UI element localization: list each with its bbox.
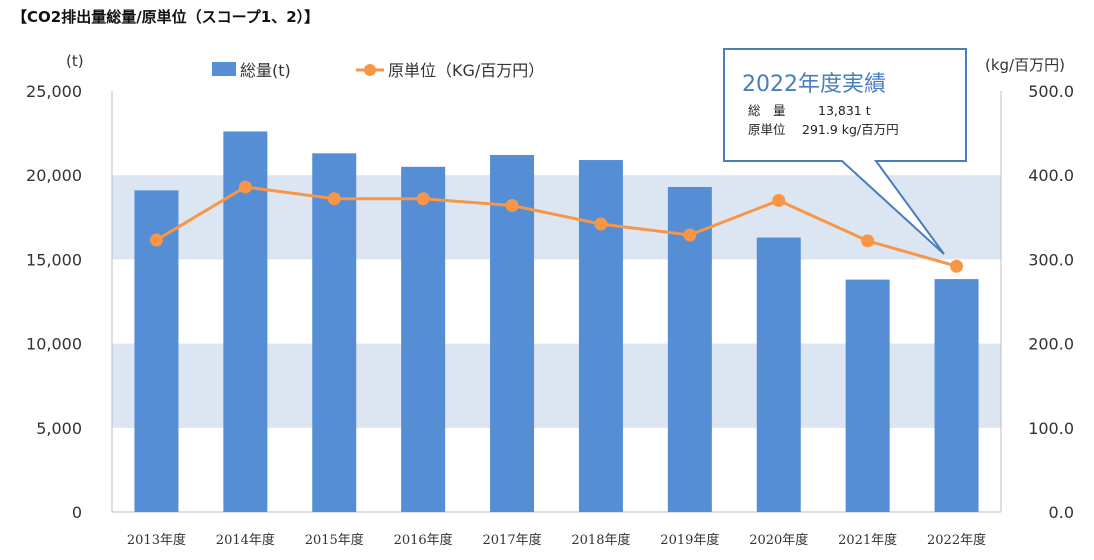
left-tick-5: 25,000 [26, 82, 82, 101]
callout-row2-value: 291.9 kg/百万円 [802, 122, 899, 137]
chart-title: 【CO2排出量総量/原単位（スコープ1、2）】 [12, 8, 319, 26]
right-tick-0: 0.0 [1049, 503, 1074, 522]
left-tick-1: 5,000 [36, 419, 82, 438]
bar-2020年度 [756, 237, 801, 512]
bar-2015年度 [312, 153, 357, 513]
left-axis-unit: (t) [66, 52, 84, 70]
legend-bar-label: 総量(t) [240, 61, 291, 80]
bar-2018年度 [578, 160, 623, 512]
x-tick-0: 2013年度 [127, 532, 186, 548]
right-tick-2: 200.0 [1028, 335, 1074, 354]
x-tick-4: 2017年度 [483, 532, 542, 548]
point-2019年度 [683, 228, 697, 242]
callout-row1-label: 総 量 [748, 103, 786, 118]
x-tick-7: 2020年度 [749, 532, 808, 548]
right-tick-4: 400.0 [1028, 166, 1074, 185]
callout-row1-value: 13,831 t [818, 103, 871, 118]
left-tick-0: 0 [72, 503, 82, 522]
x-tick-3: 2016年度 [394, 532, 453, 548]
point-2018年度 [594, 217, 608, 231]
legend-line-label: 原単位（KG/百万円） [388, 61, 544, 80]
right-tick-3: 300.0 [1028, 250, 1074, 269]
bar-2021年度 [845, 279, 890, 512]
x-tick-2: 2015年度 [305, 532, 364, 548]
point-2016年度 [416, 192, 430, 206]
right-tick-1: 100.0 [1028, 419, 1074, 438]
left-tick-4: 20,000 [26, 166, 82, 185]
bar-2016年度 [401, 166, 446, 512]
intensity-line [155, 185, 957, 268]
right-axis-unit: (kg/百万円) [985, 56, 1065, 74]
x-tick-1: 2014年度 [216, 532, 275, 548]
x-tick-9: 2022年度 [927, 532, 986, 548]
point-2015年度 [327, 192, 341, 206]
point-2020年度 [772, 193, 786, 207]
bar-series [134, 131, 979, 513]
tick-labels: 0 5,000 10,000 15,000 20,000 25,000 0.0 100.0 20… [26, 82, 1074, 548]
right-tick-5: 500.0 [1028, 82, 1074, 101]
legend-bar-swatch [212, 62, 236, 76]
legend: 総量(t) 原単位（KG/百万円） [212, 61, 544, 80]
point-2014年度 [238, 180, 252, 194]
left-tick-2: 10,000 [26, 335, 82, 354]
callout: 2022年度実績 総 量 13,831 t 原単位 291.9 kg/百万円 [723, 48, 967, 255]
point-2021年度 [861, 234, 875, 248]
bar-2017年度 [490, 154, 535, 512]
callout-title: 2022年度実績 [742, 72, 886, 97]
legend-line-marker [364, 64, 376, 76]
line-series [149, 180, 964, 273]
x-tick-6: 2019年度 [660, 532, 719, 548]
callout-box [723, 48, 967, 255]
bar-2022年度 [934, 279, 979, 512]
point-2022年度 [950, 259, 964, 273]
point-2013年度 [149, 233, 163, 247]
x-tick-8: 2021年度 [838, 532, 897, 548]
left-tick-3: 15,000 [26, 250, 82, 269]
x-tick-5: 2018年度 [571, 532, 630, 548]
callout-row2-label: 原単位 [748, 122, 786, 137]
point-2017年度 [505, 199, 519, 213]
